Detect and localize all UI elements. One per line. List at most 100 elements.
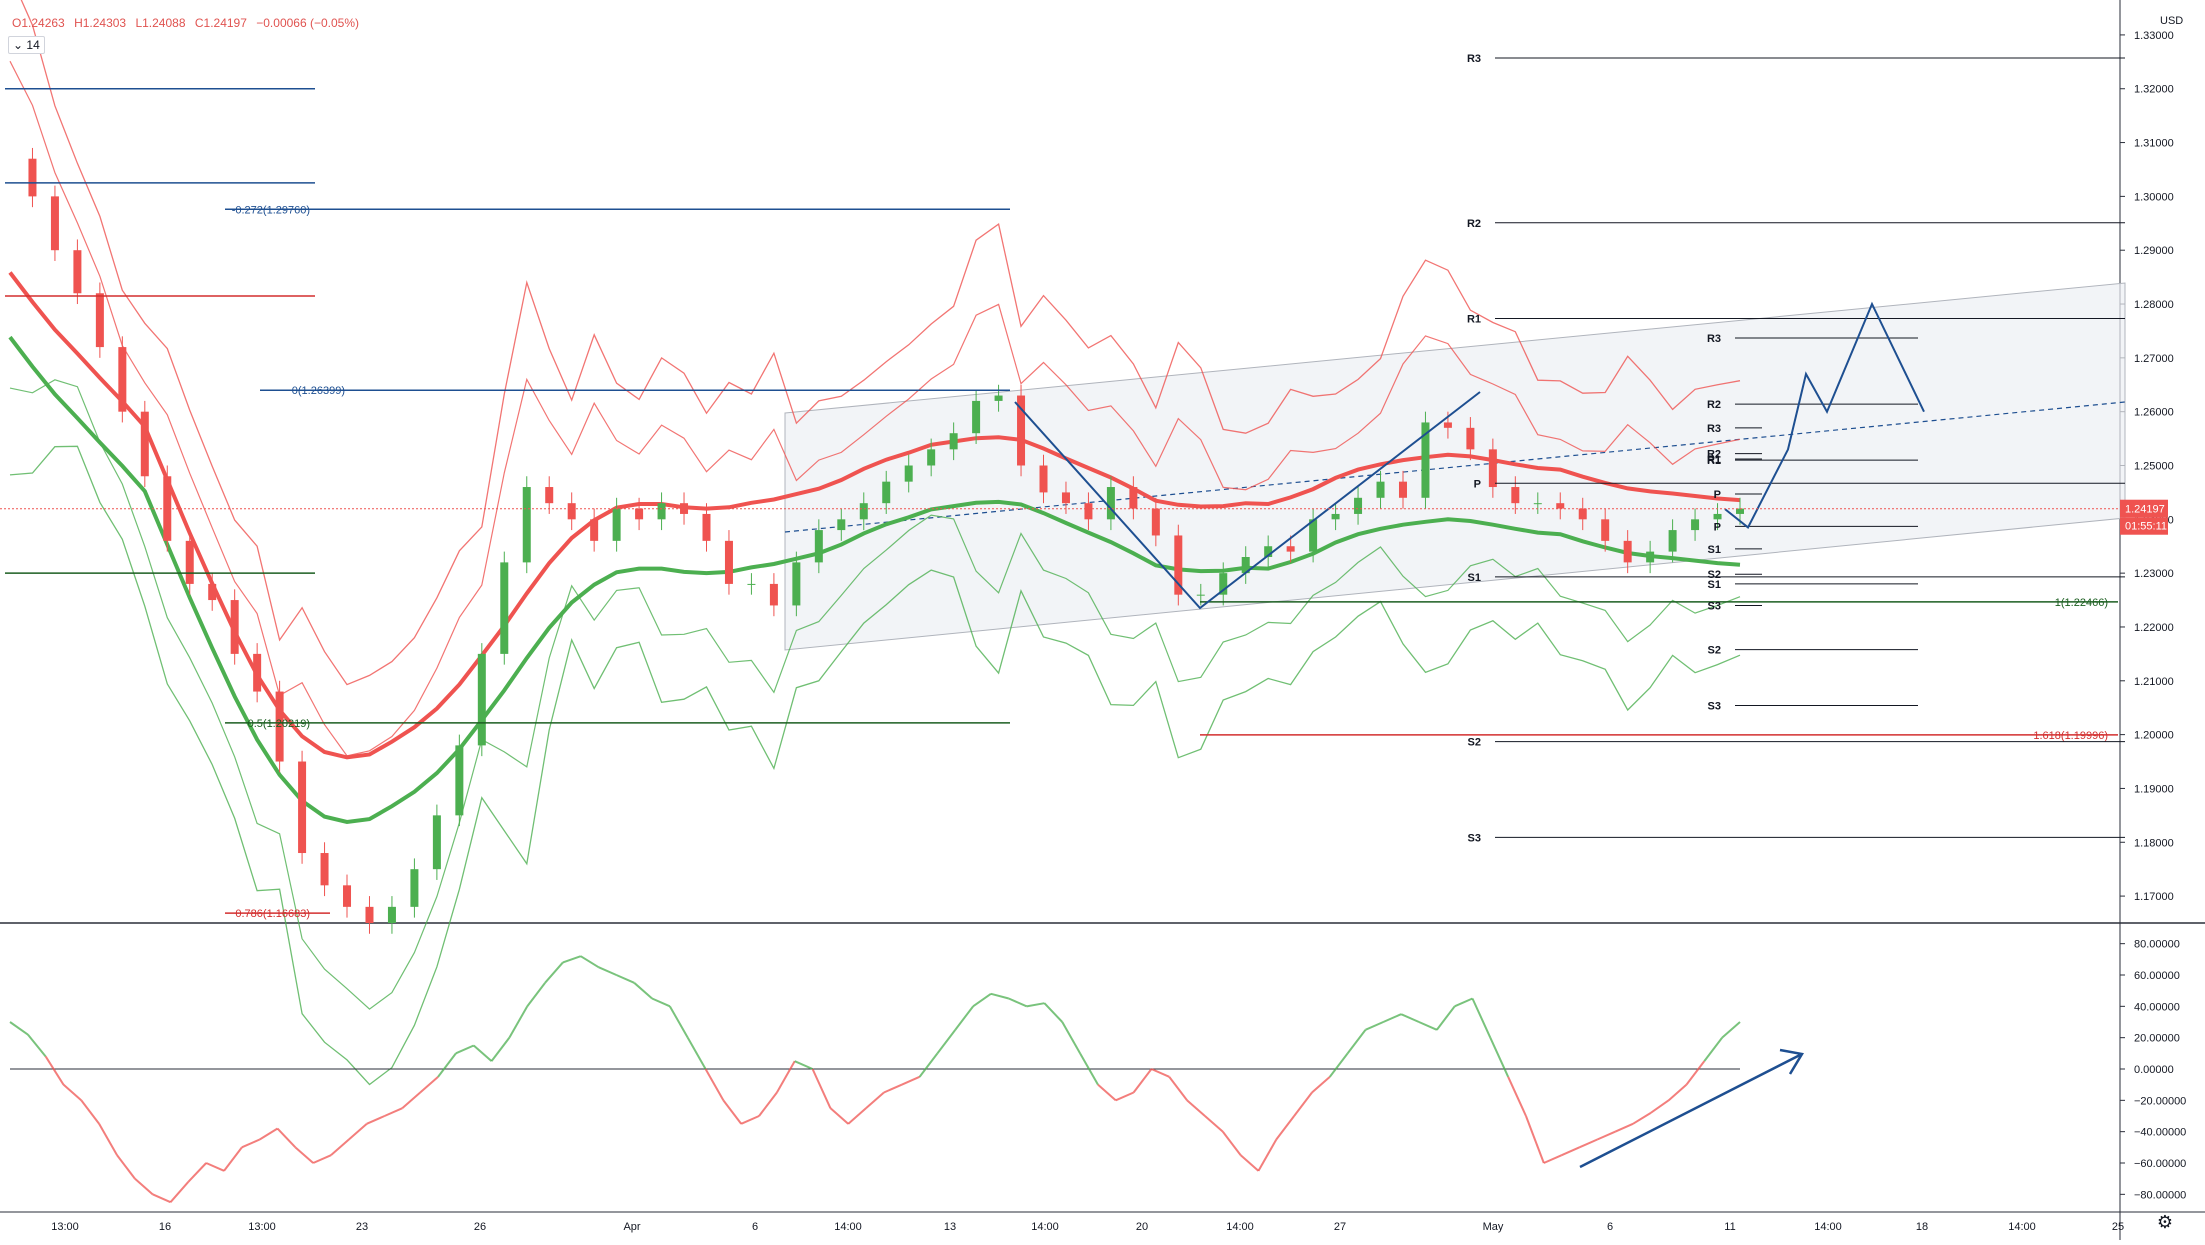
osc-tick-label: −40.00000: [2134, 1127, 2186, 1139]
osc-tick-label: 60.00000: [2134, 970, 2180, 982]
oscillator-segment: [740, 1115, 760, 1125]
candle-body: [185, 540, 194, 584]
oscillator-segment: [1579, 1138, 1598, 1149]
time-tick-label: 23: [356, 1221, 368, 1233]
candle-body: [1421, 422, 1430, 498]
monthly-pivot-label: S1: [1468, 572, 1481, 584]
oscillator-segment: [259, 1127, 279, 1141]
upper-band-inner: [9, 60, 1741, 757]
candle-body: [590, 519, 599, 541]
oscillator-segment: [455, 1044, 475, 1055]
oscillator-segment: [990, 992, 1010, 1000]
candle-body: [253, 653, 262, 692]
oscillator-segment: [44, 1055, 65, 1086]
time-tick-label: 14:00: [1226, 1221, 1254, 1233]
price-tick-label: 1.21000: [2134, 676, 2174, 688]
lower-band-inner: [9, 379, 1741, 1010]
oscillator-segment: [116, 1154, 136, 1180]
monthly-pivot-label: R3: [1467, 53, 1481, 65]
candle-body: [1309, 519, 1318, 552]
weekly-pivot-label: R1: [1707, 455, 1721, 467]
candle-body: [410, 869, 419, 907]
candle-body: [1219, 573, 1228, 595]
forecast-path: [1724, 301, 1925, 529]
candle-body: [1623, 540, 1632, 563]
candle-body: [477, 653, 486, 746]
candle-body: [28, 158, 37, 197]
oscillator-segment: [704, 1068, 725, 1101]
oscillator-segment: [98, 1123, 118, 1156]
time-tick-label: 16: [159, 1221, 171, 1233]
oscillator-segment: [1239, 1154, 1260, 1172]
oscillator-segment: [1561, 1146, 1580, 1157]
oscillator-segment: [1186, 1099, 1206, 1117]
oscillator-segment: [544, 961, 564, 984]
oscillator-segment: [1043, 1002, 1063, 1023]
osc-tick-label: −60.00000: [2134, 1158, 2186, 1170]
oscillator-segment: [936, 1029, 957, 1054]
candle-body: [1286, 546, 1295, 552]
oscillator-segment: [508, 1005, 529, 1039]
daily-pivot-label: R2: [1707, 449, 1721, 461]
weekly-pivot-label: S3: [1708, 701, 1721, 713]
candle-body: [1668, 530, 1677, 552]
oscillator-segment: [1097, 1083, 1117, 1102]
weekly-pivot-label: R3: [1707, 333, 1721, 345]
upper-band-outer: [20, 0, 1741, 686]
oscillator-segment: [27, 1033, 47, 1058]
oscillator-segment: [1221, 1131, 1242, 1156]
oscillator-segment: [954, 1005, 974, 1031]
candle-body: [904, 465, 913, 482]
price-tick-label: 1.30000: [2134, 191, 2174, 203]
monthly-pivot-label: R1: [1467, 314, 1481, 326]
oscillator-segment: [1293, 1091, 1313, 1117]
indicator-period[interactable]: ⌄ 14: [8, 36, 45, 54]
oscillator-segment: [1132, 1068, 1153, 1094]
candle-body: [455, 745, 464, 816]
candle-body: [432, 815, 441, 870]
candle-body: [320, 853, 329, 886]
time-tick-label: 6: [1607, 1221, 1613, 1233]
time-tick-label: 18: [1916, 1221, 1928, 1233]
candle-body: [343, 885, 352, 907]
candle-body: [769, 583, 778, 606]
oscillator-segment: [152, 1193, 171, 1204]
oscillator-segment: [776, 1060, 796, 1093]
candle-body: [1578, 508, 1587, 520]
candle-body: [545, 487, 554, 504]
oscillator-segment: [722, 1099, 743, 1125]
weekly-pivot-label: P: [1714, 521, 1721, 533]
oscillator-segment: [847, 1107, 867, 1125]
time-tick-label: 25: [2112, 1221, 2124, 1233]
candle-body: [814, 530, 823, 563]
time-tick-label: May: [1483, 1221, 1504, 1233]
oscillator-segment: [276, 1127, 297, 1149]
candle-body: [275, 691, 284, 762]
oscillator-segment: [473, 1044, 493, 1062]
candle-body: [1241, 557, 1250, 574]
last-price-value: 1.24197: [2125, 504, 2165, 516]
countdown-value: 01:55:11: [2125, 521, 2167, 533]
candle-body: [1174, 535, 1183, 595]
daily-pivot-label: P: [1714, 489, 1721, 501]
candle-body: [387, 906, 396, 923]
oscillator-segment: [526, 982, 546, 1007]
oscillator-segment: [134, 1177, 154, 1196]
oscillator-segment: [1632, 1112, 1652, 1125]
oscillator-segment: [1596, 1130, 1616, 1141]
moving-average-red: [8, 271, 1741, 760]
time-tick-label: 27: [1334, 1221, 1346, 1233]
oscillator-segment: [1204, 1115, 1224, 1133]
oscillator-segment: [1328, 1052, 1349, 1078]
price-tick-label: 1.32000: [2134, 84, 2174, 96]
legend-close: C1.24197: [194, 16, 247, 30]
weekly-pivot-label: S2: [1708, 645, 1721, 657]
oscillator-segment: [669, 1005, 689, 1039]
gear-icon[interactable]: ⚙: [2156, 1212, 2174, 1232]
oscillator-segment: [223, 1146, 243, 1172]
time-tick-label: 14:00: [1814, 1221, 1842, 1233]
lower-band-outer: [9, 445, 1741, 1086]
oscillator-segment: [1346, 1029, 1367, 1054]
